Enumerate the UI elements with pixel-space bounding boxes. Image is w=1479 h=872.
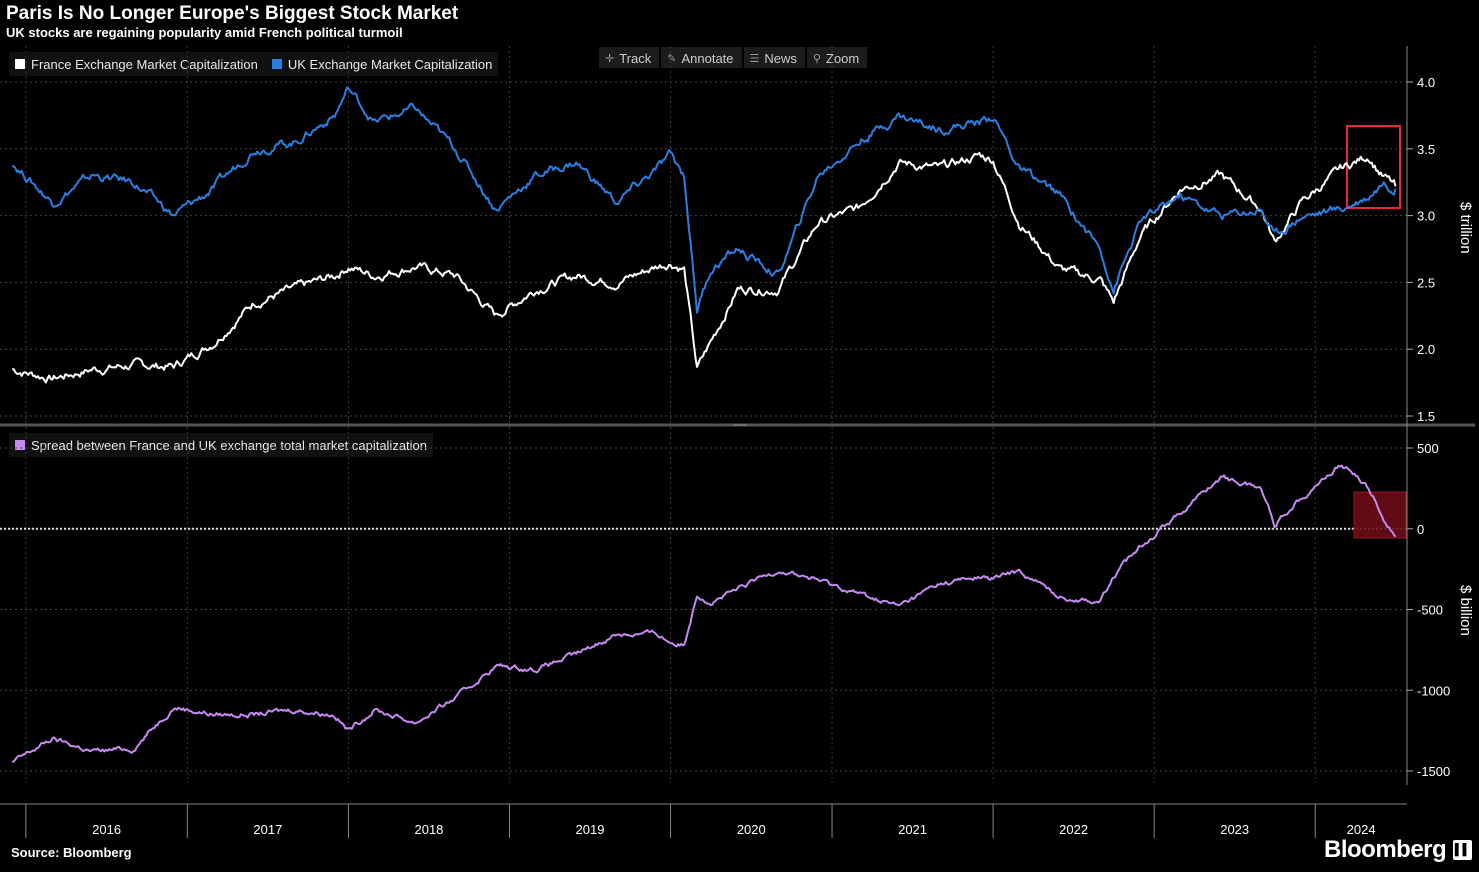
news-label: News — [764, 51, 797, 66]
y-tick-label: 3.5 — [1417, 142, 1435, 157]
bloomberg-terminal-icon: ▌▌ — [1453, 840, 1472, 860]
pencil-icon: ✎ — [667, 53, 677, 65]
legend-label-spread: Spread between France and UK exchange to… — [31, 437, 428, 453]
x-tick-label: 2018 — [414, 822, 443, 837]
annotate-button[interactable]: ✎ Annotate — [661, 47, 742, 68]
y-tick-label: -500 — [1417, 603, 1443, 618]
x-tick-label: 2019 — [576, 822, 605, 837]
y-tick-label: -1500 — [1417, 764, 1450, 779]
x-tick-label: 2021 — [898, 822, 927, 837]
y-tick-label: 4.0 — [1417, 75, 1435, 90]
x-tick-label: 2022 — [1059, 822, 1088, 837]
track-button[interactable]: ✛ Track — [599, 47, 660, 68]
annotate-label: Annotate — [681, 51, 734, 66]
zoom-button[interactable]: ⚲ Zoom — [806, 47, 868, 68]
y-tick-label: 0 — [1417, 522, 1424, 537]
y-tick-label: 1.5 — [1417, 409, 1435, 424]
y-tick-label: 3.0 — [1417, 209, 1435, 224]
x-tick-label: 2024 — [1347, 822, 1376, 837]
legend-label-uk: UK Exchange Market Capitalization — [287, 56, 493, 72]
france-swatch — [15, 59, 25, 69]
top-chart-legend: France Exchange Market Capitalization UK… — [9, 52, 499, 76]
crosshair-icon: ✛ — [605, 53, 615, 65]
x-tick-label: 2016 — [92, 822, 121, 837]
y-tick-label: 2.0 — [1417, 342, 1435, 357]
x-tick-label: 2017 — [253, 822, 282, 837]
source-note: Source: Bloomberg — [11, 845, 132, 860]
series-line-0 — [12, 151, 1397, 384]
series-line-1 — [11, 86, 1397, 314]
news-button[interactable]: ☰ News — [743, 47, 805, 68]
legend-item-france[interactable]: France Exchange Market Capitalization — [15, 57, 258, 72]
legend-item-spread[interactable]: Spread between France and UK exchange to… — [15, 438, 427, 453]
magnifier-icon: ⚲ — [812, 53, 821, 65]
bottom-chart-legend: Spread between France and UK exchange to… — [9, 433, 434, 457]
bloomberg-logo: Bloomberg — [1324, 836, 1447, 863]
uk-swatch — [271, 59, 282, 69]
y-tick-label: 2.5 — [1417, 275, 1435, 290]
news-icon: ☰ — [749, 53, 760, 65]
chart-subtitle: UK stocks are regaining popularity amid … — [6, 25, 403, 40]
highlight-box-top — [1346, 125, 1401, 209]
legend-item-uk[interactable]: UK Exchange Market Capitalization — [271, 56, 493, 72]
bottom-y-axis-label: $ billion — [1457, 585, 1474, 636]
x-tick-label: 2020 — [737, 822, 766, 837]
spread-swatch — [15, 440, 25, 450]
x-tick-label: 2023 — [1220, 822, 1249, 837]
zoom-label: Zoom — [825, 51, 860, 66]
legend-label-france: France Exchange Market Capitalization — [31, 56, 258, 72]
track-label: Track — [619, 51, 652, 66]
chart-toolbar: ✛ Track ✎ Annotate ☰ News ⚲ Zoom — [599, 47, 868, 68]
chart-title: Paris Is No Longer Europe's Biggest Stoc… — [6, 3, 459, 24]
y-tick-label: -1000 — [1417, 683, 1450, 698]
series-line-2 — [11, 464, 1397, 763]
highlight-box-bottom — [1353, 491, 1407, 539]
y-tick-label: 500 — [1417, 441, 1439, 456]
top-y-axis-label: $ trillion — [1457, 202, 1474, 254]
